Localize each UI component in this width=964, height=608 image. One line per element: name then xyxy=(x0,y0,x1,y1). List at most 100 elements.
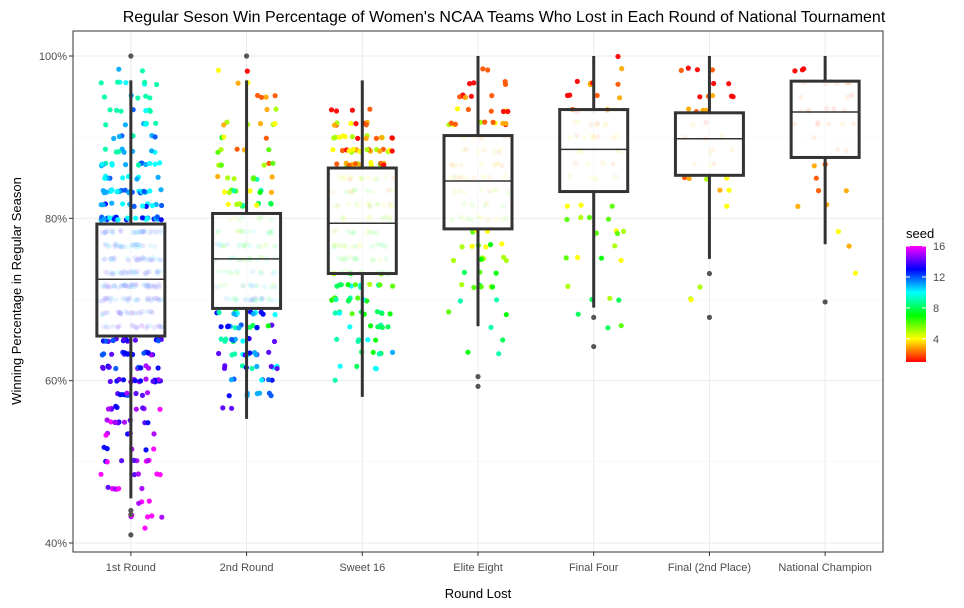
data-point xyxy=(98,471,104,477)
data-point xyxy=(145,458,151,464)
data-point xyxy=(385,324,391,330)
data-point xyxy=(269,174,275,180)
data-point xyxy=(726,187,732,193)
outlier-point xyxy=(128,53,134,59)
data-point xyxy=(852,270,859,276)
data-point xyxy=(261,162,267,168)
x-tick-label: 2nd Round xyxy=(220,562,274,574)
data-point xyxy=(101,94,108,100)
data-point xyxy=(614,230,621,237)
data-point xyxy=(250,176,256,182)
data-point xyxy=(594,92,600,99)
data-point xyxy=(113,365,119,372)
legend-colorbar xyxy=(906,246,926,362)
data-point xyxy=(124,390,130,396)
x-tick-label: Elite Eight xyxy=(453,562,503,574)
data-point xyxy=(254,324,260,331)
data-point xyxy=(685,65,691,71)
data-point xyxy=(575,311,581,317)
data-point xyxy=(264,106,270,113)
outlier-point xyxy=(591,343,597,350)
data-point xyxy=(621,228,627,234)
data-point xyxy=(142,525,148,531)
data-point xyxy=(102,146,108,152)
data-point xyxy=(378,134,385,141)
data-point xyxy=(487,242,494,248)
data-point xyxy=(114,107,120,113)
data-point xyxy=(272,312,278,318)
data-point xyxy=(697,94,703,100)
data-point xyxy=(801,66,807,72)
data-point xyxy=(457,298,463,304)
data-point xyxy=(107,378,113,385)
data-point xyxy=(709,93,716,99)
data-point xyxy=(135,162,142,168)
data-point xyxy=(377,282,383,288)
data-point xyxy=(332,377,338,383)
data-point xyxy=(225,201,231,207)
data-point xyxy=(147,160,153,167)
data-point xyxy=(457,94,463,100)
data-point xyxy=(132,337,138,343)
data-point xyxy=(355,295,361,301)
data-point xyxy=(116,376,122,382)
data-point xyxy=(688,297,694,303)
data-point xyxy=(471,284,477,291)
legend-tick-label: 16 xyxy=(933,241,945,253)
data-point xyxy=(364,147,370,153)
data-point xyxy=(116,133,122,140)
data-point xyxy=(244,68,250,74)
data-point xyxy=(381,162,387,168)
y-tick-label: 100% xyxy=(39,51,67,63)
data-point xyxy=(268,363,274,370)
data-point xyxy=(121,336,127,342)
box-iqr xyxy=(673,111,745,177)
data-point xyxy=(379,324,385,331)
data-point xyxy=(368,323,374,329)
data-point xyxy=(225,175,231,181)
data-point xyxy=(389,148,395,154)
data-point xyxy=(332,310,338,316)
data-point xyxy=(450,257,457,264)
data-point xyxy=(704,176,710,182)
data-point xyxy=(99,352,105,358)
data-point xyxy=(379,310,385,316)
data-point xyxy=(813,175,819,181)
data-point xyxy=(123,80,129,86)
data-point xyxy=(254,363,260,370)
data-point xyxy=(133,215,139,221)
data-point xyxy=(235,80,241,86)
data-point xyxy=(372,365,379,371)
data-point xyxy=(144,390,151,396)
data-point xyxy=(106,364,112,370)
data-point xyxy=(247,324,253,330)
axes: 40% 60% 80% 100% 1st Round 2nd Round Sweet 16 E… xyxy=(39,51,872,574)
data-point xyxy=(145,365,152,371)
data-point xyxy=(122,122,128,128)
data-point xyxy=(109,200,115,206)
data-point xyxy=(686,175,692,182)
data-point xyxy=(110,337,116,343)
data-point xyxy=(678,67,684,73)
data-point xyxy=(389,135,395,141)
data-point xyxy=(216,309,222,316)
data-point xyxy=(446,309,452,315)
data-point xyxy=(104,459,110,465)
data-point xyxy=(109,187,115,193)
data-point xyxy=(138,365,144,371)
data-point xyxy=(598,255,605,261)
data-point xyxy=(724,203,730,209)
data-point xyxy=(239,363,245,369)
data-point xyxy=(272,93,278,99)
data-point xyxy=(365,337,371,343)
data-point xyxy=(347,324,353,330)
y-tick-label: 40% xyxy=(45,538,67,550)
data-point xyxy=(726,81,732,87)
outlier-point xyxy=(706,270,713,277)
data-point xyxy=(131,457,137,463)
data-point xyxy=(795,203,801,209)
data-point xyxy=(118,108,124,114)
data-point xyxy=(499,241,505,247)
data-point xyxy=(330,147,336,153)
data-point xyxy=(253,352,259,358)
